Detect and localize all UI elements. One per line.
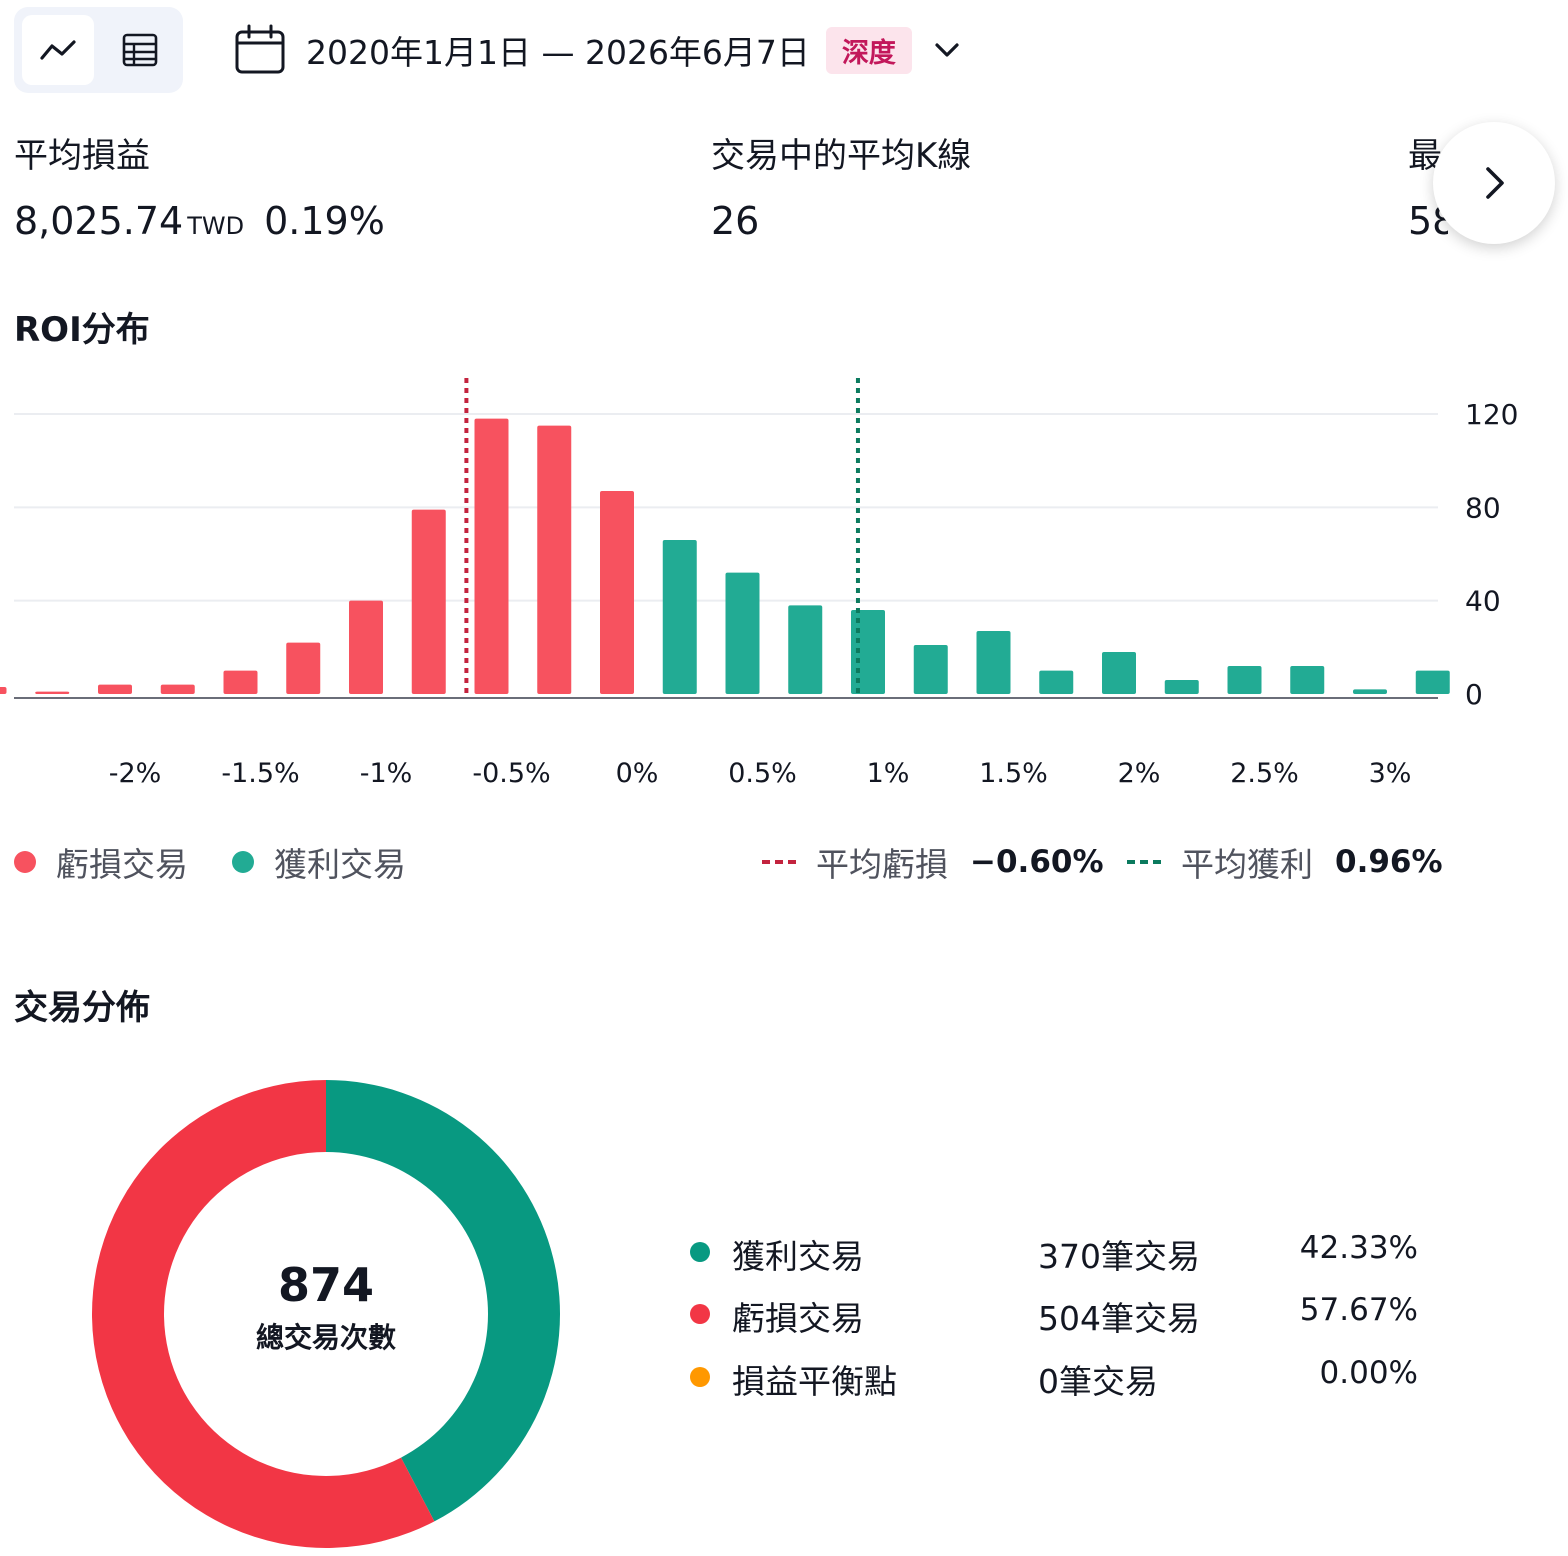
legend-avg-win-label: 平均獲利: [1181, 845, 1313, 884]
histogram-bar: [600, 491, 634, 694]
dist-row-win: 獲利交易 370筆交易 42.33%: [690, 1228, 1430, 1276]
chevron-right-icon: [1486, 167, 1504, 199]
y-tick-label: 80: [1465, 491, 1501, 524]
dist-count: 370筆交易: [1038, 1237, 1200, 1276]
y-tick-label: 0: [1465, 678, 1483, 711]
x-tick-label: -1.5%: [221, 758, 299, 789]
x-tick-label: -0.5%: [472, 758, 550, 789]
roi-section-title: ROI分布: [14, 310, 150, 350]
win-dot: [690, 1242, 710, 1262]
histogram-bar: [1102, 652, 1136, 694]
table-view-button[interactable]: [104, 15, 176, 85]
stat-avg-pnl: 平均損益 8,025.74 TWD 0.19%: [14, 128, 385, 243]
table-icon: [122, 33, 158, 67]
histogram-bar: [1039, 670, 1074, 694]
legend-loss-label: 虧損交易: [56, 845, 188, 884]
histogram-bar: [1227, 666, 1262, 694]
histogram-bar: [1353, 689, 1387, 694]
legend-avg-loss-label: 平均虧損: [816, 845, 948, 884]
avg-loss-dash: [762, 860, 796, 864]
dist-label: 損益平衡點: [732, 1362, 897, 1401]
histogram-bar: [286, 642, 321, 694]
dist-count: 0筆交易: [1038, 1362, 1158, 1401]
date-range-picker[interactable]: 2020年1月1日 — 2026年6月7日 深度: [234, 22, 964, 78]
x-tick-label: 1%: [867, 758, 910, 789]
dist-label: 獲利交易: [732, 1237, 864, 1276]
x-tick-label: 2%: [1118, 758, 1161, 789]
histogram-bar: [0, 687, 7, 694]
legend-avg-win: 平均獲利 0.96%: [1127, 838, 1443, 886]
dist-row-breakeven: 損益平衡點 0筆交易 0.00%: [690, 1353, 1430, 1401]
legend-avg-loss-value: −0.60%: [970, 844, 1104, 880]
x-tick-label: 3%: [1369, 758, 1412, 789]
loss-dot: [690, 1304, 710, 1324]
histogram-bar: [662, 540, 697, 694]
distribution-section-title: 交易分佈: [14, 988, 150, 1028]
legend-loss: 虧損交易: [14, 838, 188, 886]
dist-label: 虧損交易: [732, 1299, 864, 1338]
avg-win-dash: [1127, 860, 1161, 864]
histogram-bar: [98, 684, 132, 694]
y-tick-label: 40: [1465, 585, 1501, 618]
histogram-bar: [223, 670, 258, 694]
breakeven-dot: [690, 1367, 710, 1387]
stat-avg-bars: 交易中的平均K線 26: [711, 128, 971, 243]
histogram-bar: [788, 605, 823, 694]
chevron-down-icon[interactable]: [930, 33, 964, 67]
stat-percent: 0.19%: [264, 199, 385, 243]
stat-value: 8,025.74 TWD 0.19%: [14, 199, 385, 243]
win-dot: [232, 851, 254, 873]
stat-value: 26: [711, 199, 760, 243]
date-range-text[interactable]: 2020年1月1日 — 2026年6月7日: [306, 33, 810, 72]
legend-avg-win-value: 0.96%: [1335, 844, 1443, 880]
x-tick-label: -1%: [360, 758, 413, 789]
legend-win-label: 獲利交易: [274, 845, 406, 884]
next-button[interactable]: [1433, 122, 1555, 244]
depth-badge: 深度: [825, 26, 912, 74]
histogram-bar: [474, 418, 509, 694]
x-tick-label: 0.5%: [728, 758, 797, 789]
y-tick-label: 120: [1465, 398, 1518, 431]
donut-total: 874: [277, 1258, 375, 1312]
histogram-bar: [976, 631, 1011, 694]
chart-view-button[interactable]: [22, 15, 94, 85]
donut-slice: [91, 1080, 435, 1548]
x-tick-label: 0%: [616, 758, 659, 789]
roi-histogram: 120 80 40 0 -2% -1.5% -1% -0.5% 0% 0.5% 1% 1.5% 2% 2…: [0, 378, 1518, 789]
histogram-bar: [35, 691, 70, 694]
histogram-bar: [349, 600, 383, 694]
x-tick-label: 1.5%: [979, 758, 1048, 789]
histogram-bar: [160, 684, 195, 694]
donut-caption: 總交易次數: [255, 1321, 396, 1354]
legend-avg-loss: 平均虧損 −0.60%: [762, 838, 1104, 886]
histogram-bar: [1290, 666, 1325, 694]
stat-label: 平均損益: [14, 136, 150, 176]
view-toggle: [14, 7, 183, 93]
legend-win: 獲利交易: [232, 838, 406, 886]
line-chart-icon: [40, 40, 76, 60]
histogram-bar: [537, 425, 572, 694]
stat-unit: TWD: [187, 212, 245, 240]
histogram-bar: [411, 509, 446, 694]
dist-percent: 57.67%: [1299, 1292, 1418, 1328]
dist-percent: 0.00%: [1319, 1355, 1418, 1391]
dist-row-loss: 虧損交易 504筆交易 57.67%: [690, 1290, 1430, 1338]
histogram-bar: [1164, 680, 1199, 694]
stat-number: 8,025.74: [14, 199, 184, 243]
histogram-bar: [1415, 670, 1450, 694]
loss-dot: [14, 851, 36, 873]
histogram-bar: [725, 572, 760, 694]
calendar-icon: [234, 24, 286, 76]
trade-donut-chart: [91, 1080, 560, 1548]
donut-slice: [326, 1080, 560, 1522]
x-tick-label: 2.5%: [1230, 758, 1299, 789]
dist-count: 504筆交易: [1038, 1299, 1200, 1338]
histogram-bar: [913, 645, 948, 694]
x-tick-label: -2%: [109, 758, 162, 789]
donut-center: 874 總交易次數: [163, 1258, 489, 1356]
dist-percent: 42.33%: [1299, 1230, 1418, 1266]
stat-label: 交易中的平均K線: [711, 136, 972, 176]
